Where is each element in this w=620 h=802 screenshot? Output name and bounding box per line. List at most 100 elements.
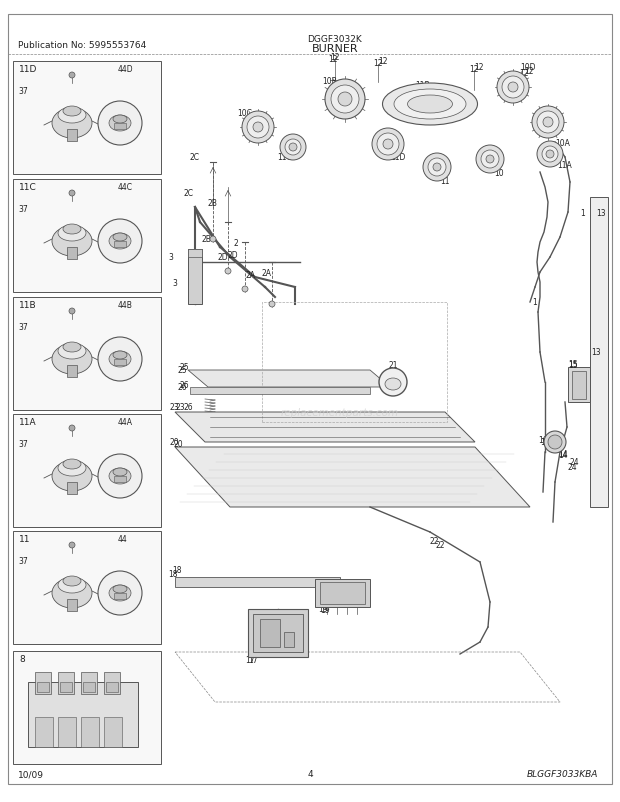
Text: 37: 37 — [18, 323, 28, 332]
Bar — [67, 248, 77, 260]
Ellipse shape — [428, 159, 446, 176]
Bar — [284, 632, 294, 647]
Ellipse shape — [113, 115, 127, 124]
Text: 2D: 2D — [228, 250, 239, 259]
Ellipse shape — [242, 111, 274, 144]
Text: 11C: 11C — [277, 153, 292, 162]
Ellipse shape — [52, 227, 92, 257]
Text: 44A: 44A — [118, 418, 133, 427]
Ellipse shape — [280, 135, 306, 160]
Bar — [568, 367, 590, 403]
Ellipse shape — [394, 90, 466, 119]
Ellipse shape — [253, 123, 263, 133]
Text: 12: 12 — [378, 56, 388, 66]
Text: 12: 12 — [474, 63, 484, 71]
Bar — [67, 599, 77, 611]
Circle shape — [98, 338, 142, 382]
Ellipse shape — [377, 134, 399, 156]
Text: 4: 4 — [307, 770, 313, 779]
Ellipse shape — [52, 461, 92, 492]
Polygon shape — [190, 387, 370, 395]
Text: 15: 15 — [568, 361, 578, 370]
Bar — [104, 717, 122, 747]
Bar — [106, 683, 118, 692]
Ellipse shape — [113, 351, 127, 359]
Text: 2C: 2C — [183, 188, 193, 197]
Bar — [35, 672, 51, 695]
Bar — [13, 180, 161, 293]
Ellipse shape — [247, 117, 269, 139]
Ellipse shape — [58, 577, 86, 593]
Text: 12: 12 — [328, 55, 337, 63]
Text: 44: 44 — [118, 535, 128, 544]
Bar — [67, 366, 77, 378]
Ellipse shape — [543, 118, 553, 128]
Text: 12: 12 — [330, 54, 340, 63]
Text: 10B: 10B — [322, 76, 337, 85]
Bar — [260, 619, 280, 647]
Bar — [114, 124, 126, 130]
Ellipse shape — [407, 96, 453, 114]
Text: 11: 11 — [440, 176, 450, 185]
Text: 13: 13 — [596, 209, 606, 217]
Ellipse shape — [63, 225, 81, 235]
Text: 44D: 44D — [118, 66, 134, 75]
Text: 24: 24 — [570, 458, 580, 467]
Bar — [58, 717, 76, 747]
Text: 11D: 11D — [19, 66, 37, 75]
Ellipse shape — [58, 225, 86, 241]
Text: 2: 2 — [233, 238, 237, 247]
Circle shape — [544, 431, 566, 453]
Text: 47: 47 — [118, 242, 128, 251]
Ellipse shape — [113, 585, 127, 593]
Ellipse shape — [63, 107, 81, 117]
Ellipse shape — [497, 72, 529, 104]
Ellipse shape — [58, 343, 86, 359]
Text: 1: 1 — [532, 298, 537, 307]
Bar — [60, 683, 72, 692]
Bar — [188, 249, 202, 305]
Text: 44B: 44B — [118, 301, 133, 310]
Ellipse shape — [372, 129, 404, 160]
Text: 11A: 11A — [19, 418, 37, 427]
Bar — [248, 610, 308, 657]
Text: 2D: 2D — [218, 253, 229, 262]
Bar — [114, 476, 126, 482]
Bar — [262, 302, 447, 423]
Text: 3: 3 — [168, 253, 173, 262]
Text: 24: 24 — [568, 463, 578, 472]
Ellipse shape — [338, 93, 352, 107]
Text: Publication No: 5995553764: Publication No: 5995553764 — [18, 40, 146, 50]
Ellipse shape — [58, 107, 86, 124]
Bar — [253, 614, 303, 652]
Text: BLGGF3033KBA: BLGGF3033KBA — [526, 770, 598, 779]
Bar — [315, 579, 370, 607]
Bar — [58, 672, 74, 695]
Text: 16: 16 — [540, 438, 549, 447]
Text: 20: 20 — [170, 438, 180, 447]
Text: 3: 3 — [172, 278, 177, 287]
Bar — [114, 593, 126, 599]
Text: BURNER: BURNER — [312, 44, 358, 54]
Ellipse shape — [63, 342, 81, 353]
Bar — [13, 298, 161, 411]
Text: 11B: 11B — [415, 80, 430, 89]
Ellipse shape — [113, 468, 127, 476]
Text: 11C: 11C — [19, 184, 37, 192]
Ellipse shape — [508, 83, 518, 93]
Bar — [13, 415, 161, 528]
Text: replacementparts.com: replacementparts.com — [281, 407, 399, 418]
Text: 37: 37 — [18, 205, 28, 214]
Bar — [83, 683, 95, 692]
Circle shape — [269, 302, 275, 308]
Ellipse shape — [532, 107, 564, 139]
Ellipse shape — [502, 77, 524, 99]
Ellipse shape — [546, 151, 554, 159]
Bar — [28, 683, 138, 747]
Text: 2B: 2B — [201, 234, 211, 243]
Text: 2B: 2B — [207, 198, 217, 207]
Text: 15: 15 — [568, 360, 578, 369]
Text: 22: 22 — [430, 536, 440, 545]
Text: 19: 19 — [320, 606, 330, 615]
Circle shape — [225, 269, 231, 274]
